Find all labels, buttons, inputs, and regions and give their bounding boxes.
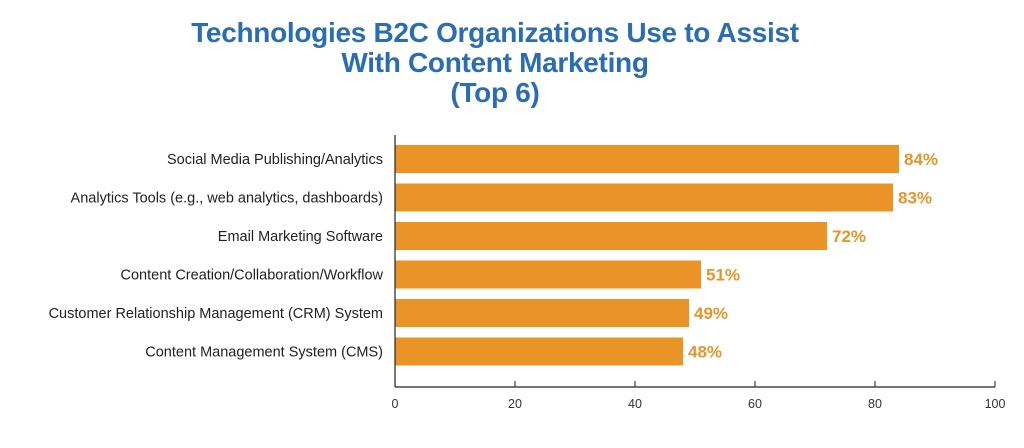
category-label: Email Marketing Software — [218, 229, 383, 245]
bar — [395, 337, 683, 366]
value-label: 83% — [898, 189, 932, 208]
value-label: 49% — [694, 304, 728, 323]
x-tick-label: 20 — [508, 397, 522, 411]
value-label: 48% — [688, 343, 722, 362]
category-label: Content Management System (CMS) — [145, 345, 383, 361]
category-label: Social Media Publishing/Analytics — [167, 152, 383, 168]
category-label: Analytics Tools (e.g., web analytics, da… — [71, 191, 383, 207]
x-tick-label: 0 — [392, 397, 399, 411]
chart-title: Technologies B2C Organizations Use to As… — [0, 18, 990, 108]
value-label: 72% — [832, 227, 866, 246]
x-tick-label: 100 — [985, 397, 1006, 411]
bar — [395, 145, 899, 173]
x-tick-label: 40 — [628, 397, 642, 411]
chart-title-line-1: Technologies B2C Organizations Use to As… — [191, 17, 799, 48]
category-label: Content Creation/Collaboration/Workflow — [121, 268, 384, 284]
bar — [395, 299, 689, 327]
bar — [395, 260, 701, 289]
value-label: 51% — [706, 266, 740, 285]
category-label: Customer Relationship Management (CRM) S… — [49, 306, 383, 322]
bar — [395, 222, 827, 250]
x-tick-label: 60 — [748, 397, 762, 411]
chart-title-line-3: (Top 6) — [450, 77, 540, 108]
x-tick-label: 80 — [868, 397, 882, 411]
value-label: 84% — [904, 150, 938, 169]
chart-title-line-2: With Content Marketing — [341, 47, 649, 78]
bar — [395, 183, 893, 212]
